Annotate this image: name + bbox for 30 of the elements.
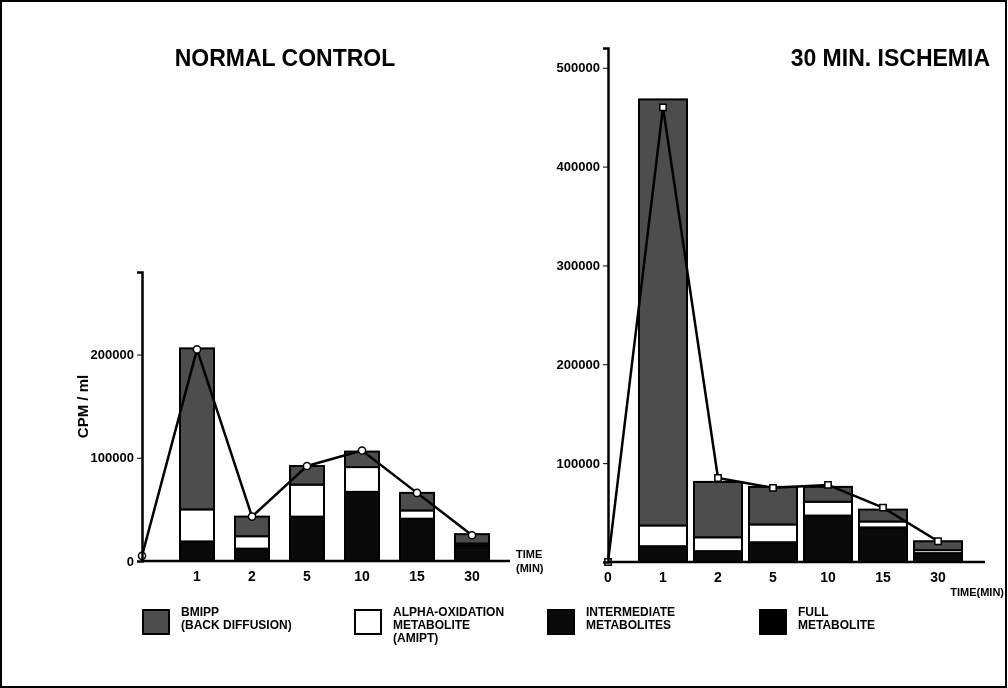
x-tick-label: 1 [193,568,202,584]
x-tick-label: 5 [303,568,312,584]
chart-title: NORMAL CONTROL [174,45,396,71]
legend-label: BMIPP (BACK DIFFUSION) [181,605,292,632]
x-tick-label: 2 [248,568,257,584]
y-axis-title: CPM / ml [74,374,91,439]
x-tick-label: 15 [875,569,891,585]
chart-title: 30 MIN. ISCHEMIA [790,45,990,71]
x-tick-label: 30 [464,568,480,584]
y-tick-label: 400000 [556,159,600,175]
x-tick-label: 2 [714,569,723,585]
x-tick-label: 10 [354,568,370,584]
legend-label: INTERMEDIATE METABOLITES [586,605,676,632]
x-tick-label: 1 [659,569,668,585]
y-tick-label: 200000 [556,356,600,372]
y-tick-label: 300000 [556,258,600,274]
legend-label: FULL METABOLITE [798,605,876,632]
x-axis-title: TIME(MIN) [950,586,1005,598]
y-tick-label: 500000 [556,60,600,76]
x-tick-label: 10 [820,569,836,585]
y-tick-label: 100000 [556,455,600,471]
legend-label: ALPHA-OXIDATION METABOLITE (AMIPT) [393,605,505,645]
y-tick-label: 0 [126,553,134,569]
y-tick-label: 200000 [90,347,134,363]
x-axis-title: TIME (MIN) [516,548,544,574]
x-tick-label: 0 [604,569,613,585]
y-tick-label: 100000 [90,450,134,466]
x-tick-label: 30 [930,569,946,585]
x-tick-label: 15 [409,568,425,584]
x-tick-label: 5 [769,569,778,585]
